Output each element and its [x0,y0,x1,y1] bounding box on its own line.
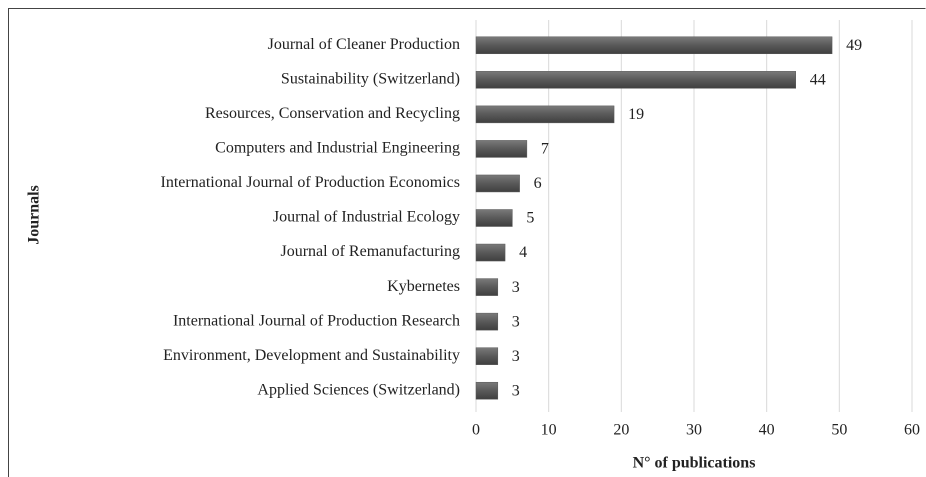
data-label: 3 [512,382,520,399]
y-tick-label: Resources, Conservation and Recycling [205,105,460,122]
data-label: 3 [512,348,520,365]
data-label: 4 [519,244,527,261]
y-tick-label: Journal of Cleaner Production [268,36,460,53]
x-tick-label: 50 [831,422,847,439]
y-tick-label: Journal of Industrial Ecology [273,209,460,226]
frame [8,8,926,477]
x-tick-label: 0 [472,422,480,439]
bar [475,347,499,365]
y-tick-label: Applied Sciences (Switzerland) [257,381,460,398]
bar [475,312,499,331]
bar [475,209,513,227]
x-tick-label: 40 [759,422,775,439]
data-label: 3 [512,279,520,296]
data-label: 19 [628,106,644,123]
y-tick-label: Computers and Industrial Engineering [215,140,460,157]
bar [475,381,499,400]
x-tick-label: 20 [613,422,629,439]
y-tick-label: International Journal of Production Econ… [161,174,460,191]
data-label: 5 [526,210,534,227]
y-axis-title: Journals [26,185,43,245]
bar [475,71,796,89]
x-tick-label: 30 [686,422,702,439]
x-tick-label: 60 [904,422,920,439]
bar [475,105,615,124]
data-label: 44 [810,71,826,88]
x-axis-title: N° of publications [633,455,756,472]
x-tick-label: 10 [541,422,557,439]
y-tick-label: Kybernetes [387,278,460,295]
bar [475,278,499,296]
data-label: 7 [541,141,549,158]
data-label: 3 [512,313,520,330]
bar [475,36,833,55]
data-label: 6 [534,175,542,192]
y-tick-label: International Journal of Production Rese… [173,312,460,329]
data-label: 49 [846,37,862,54]
bar [475,243,506,262]
y-tick-label: Environment, Development and Sustainabil… [163,347,460,364]
bar [475,140,528,158]
y-tick-label: Sustainability (Switzerland) [281,70,460,87]
bar [475,174,520,193]
y-tick-label: Journal of Remanufacturing [281,243,461,260]
